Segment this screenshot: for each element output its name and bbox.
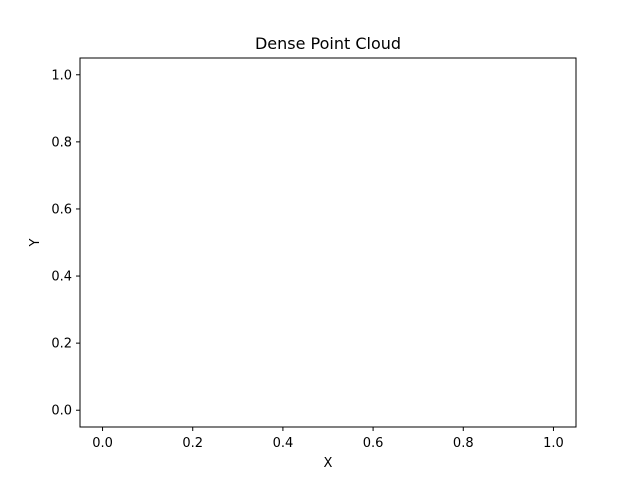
y-tick-label: 0.4 (51, 270, 72, 285)
y-tick-label: 0.6 (51, 202, 72, 217)
y-axis-ticks: 0.0 0.2 0.4 0.6 0.8 1.0 (51, 68, 80, 419)
x-axis-label: X (324, 456, 333, 471)
x-tick-label: 0.0 (92, 436, 113, 451)
y-tick-label: 0.8 (51, 135, 72, 150)
x-tick-label: 0.2 (182, 436, 203, 451)
x-tick-label: 1.0 (543, 436, 564, 451)
x-tick-label: 0.4 (273, 436, 294, 451)
x-axis-ticks: 0.0 0.2 0.4 0.6 0.8 1.0 (92, 427, 564, 451)
y-axis-label: Y (28, 238, 43, 247)
y-tick-label: 1.0 (51, 68, 72, 83)
y-tick-label: 0.0 (51, 404, 72, 419)
plot-area-frame (79, 57, 577, 428)
x-tick-label: 0.6 (363, 436, 384, 451)
x-tick-label: 0.8 (453, 436, 474, 451)
chart-title: Dense Point Cloud (255, 34, 401, 53)
y-tick-label: 0.2 (51, 337, 72, 352)
